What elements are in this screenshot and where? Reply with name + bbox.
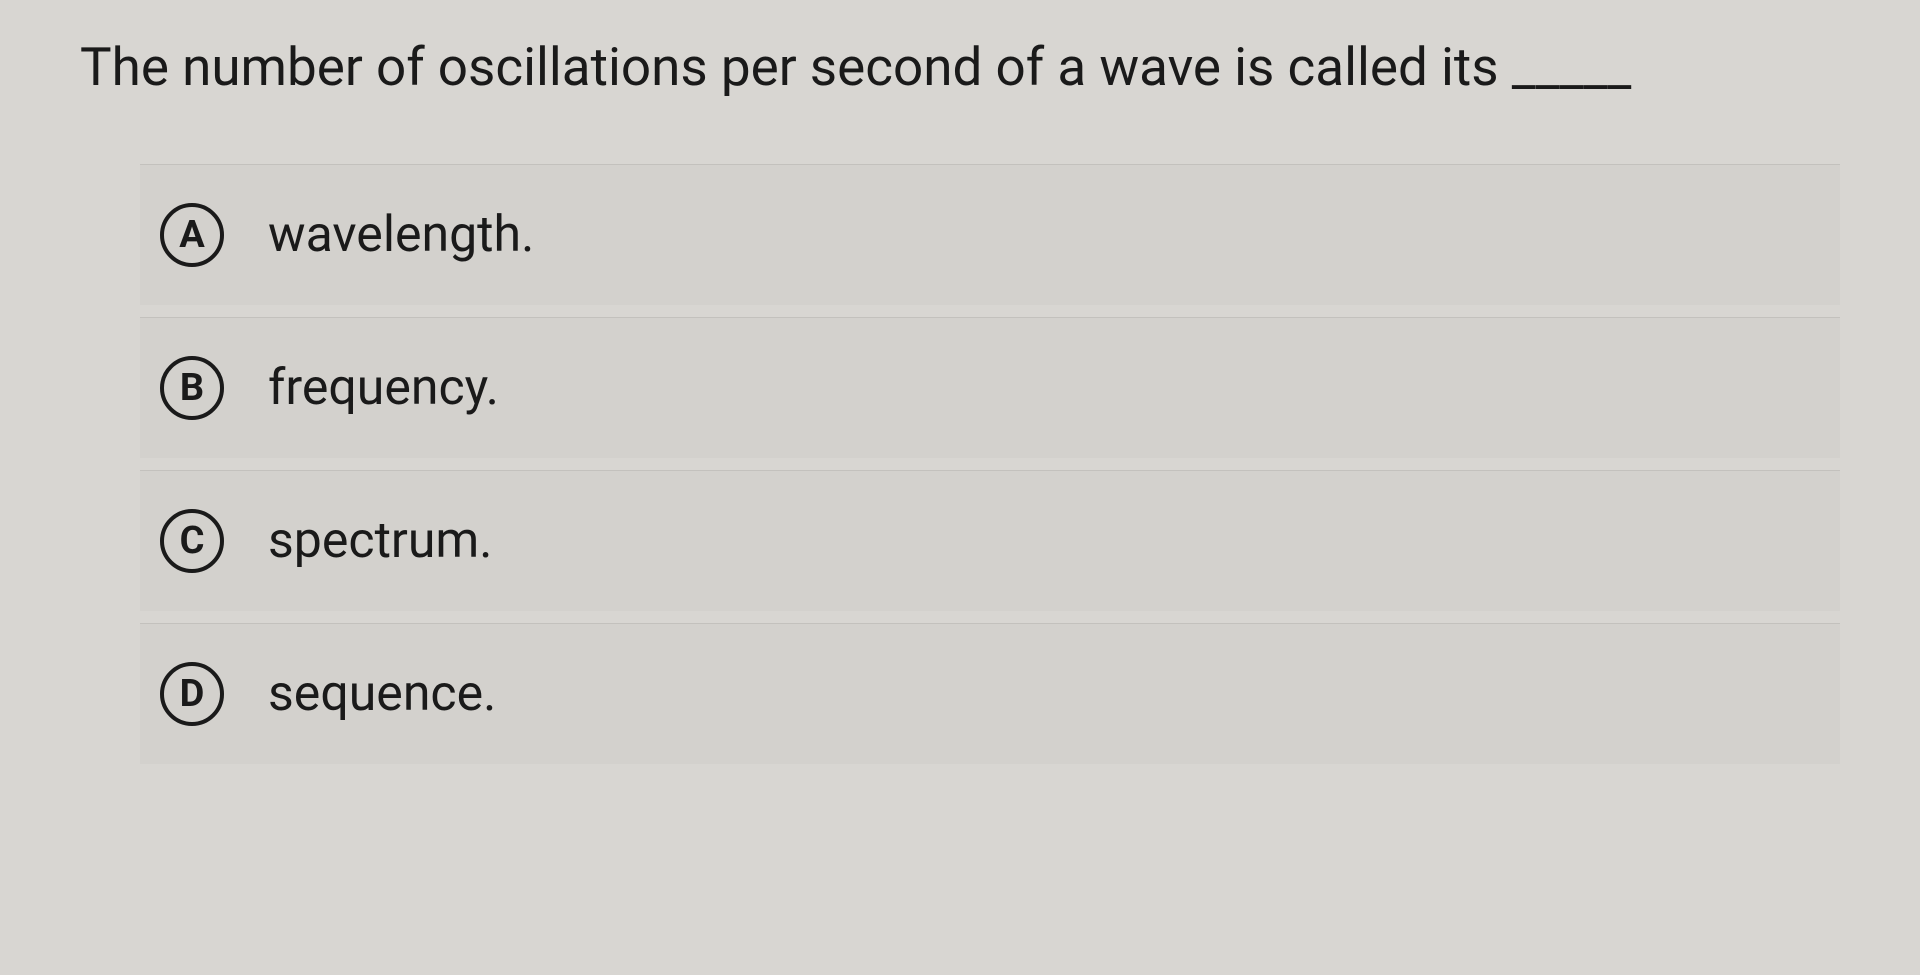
option-letter-a: A [160, 203, 224, 267]
option-text-a: wavelength. [268, 206, 534, 264]
question-text: The number of oscillations per second of… [80, 30, 1840, 104]
option-text-c: spectrum. [268, 512, 492, 570]
options-container: A wavelength. B frequency. C spectrum. D… [80, 164, 1840, 764]
option-letter-b: B [160, 356, 224, 420]
option-letter-d: D [160, 662, 224, 726]
option-text-b: frequency. [268, 359, 499, 417]
option-d[interactable]: D sequence. [140, 623, 1840, 764]
option-b[interactable]: B frequency. [140, 317, 1840, 458]
option-a[interactable]: A wavelength. [140, 164, 1840, 305]
option-text-d: sequence. [268, 665, 496, 723]
option-c[interactable]: C spectrum. [140, 470, 1840, 611]
option-letter-c: C [160, 509, 224, 573]
